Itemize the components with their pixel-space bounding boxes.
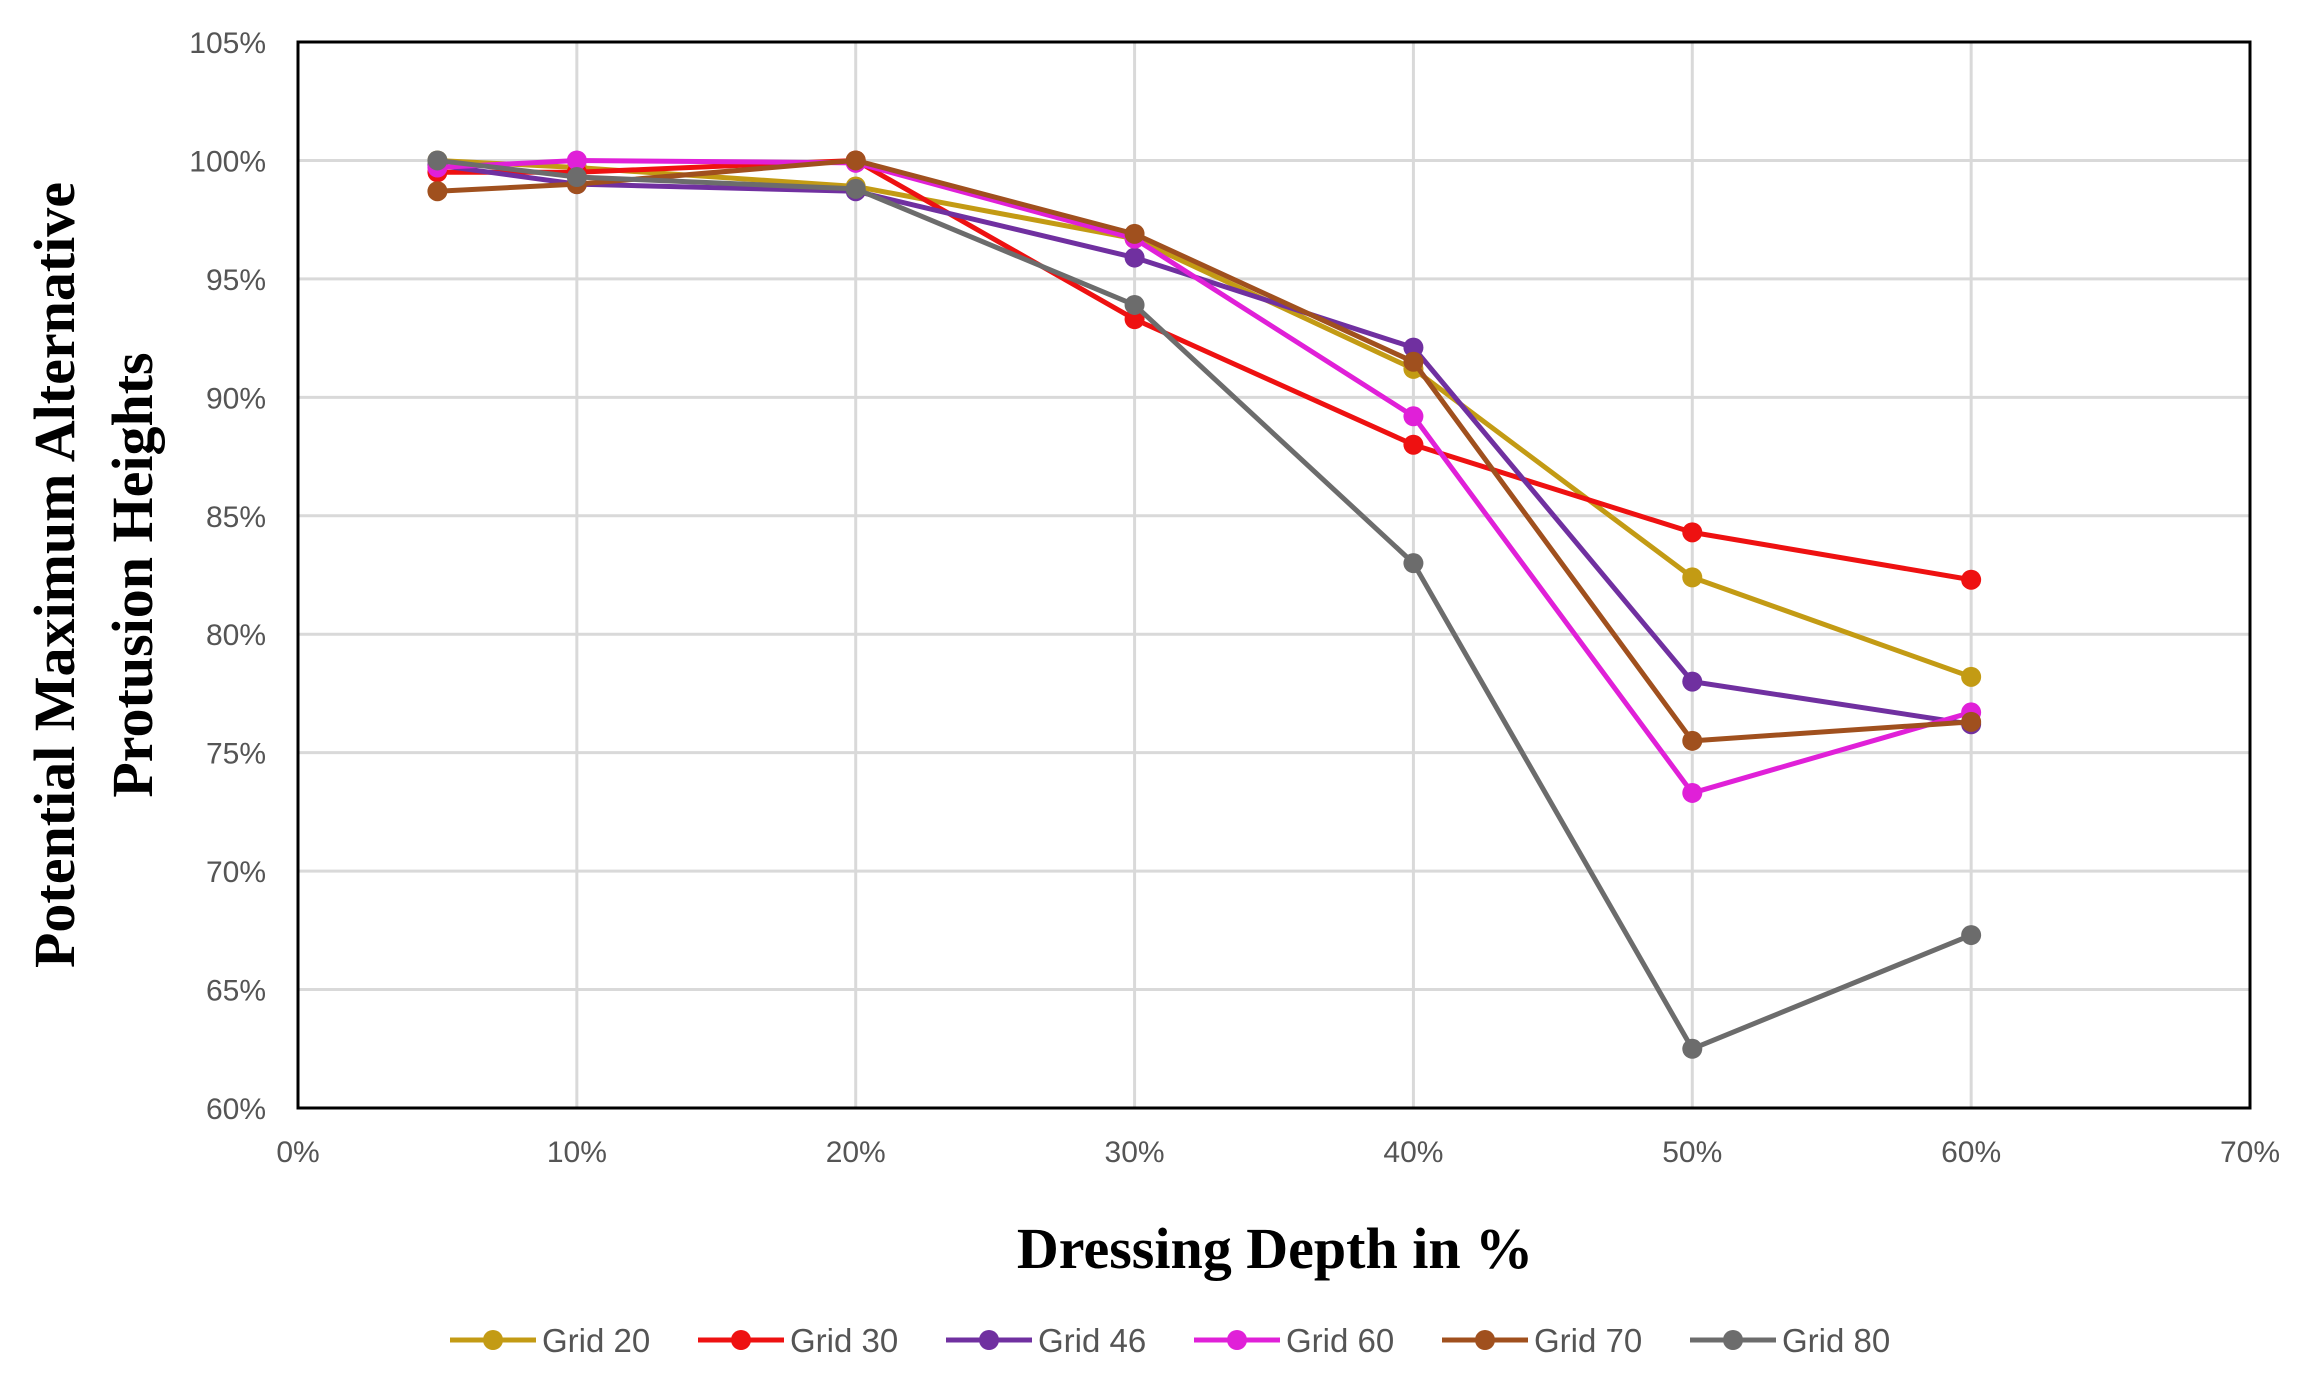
legend-item-grid-60: Grid 60	[1194, 1322, 1394, 1359]
data-point-grid-80	[1124, 294, 1145, 315]
series-grid-80	[427, 150, 1982, 1059]
data-point-grid-46	[1403, 337, 1424, 358]
y-tick-label: 85%	[206, 501, 266, 534]
y-tick-label: 105%	[189, 27, 266, 60]
x-axis-title: Dressing Depth in %	[1017, 1216, 1533, 1281]
data-point-grid-70	[1403, 351, 1424, 372]
legend-marker	[1723, 1330, 1743, 1350]
data-point-grid-80	[566, 167, 587, 188]
y-tick-label: 75%	[206, 738, 266, 771]
legend-item-grid-46: Grid 46	[946, 1322, 1146, 1359]
y-tick-label: 100%	[189, 145, 266, 178]
legend-marker	[979, 1330, 999, 1350]
legend-label: Grid 46	[1038, 1322, 1146, 1359]
legend-label: Grid 60	[1286, 1322, 1394, 1359]
legend-label: Grid 20	[542, 1322, 650, 1359]
data-point-grid-70	[845, 150, 866, 171]
x-tick-label: 20%	[826, 1136, 886, 1169]
tick-labels: 60% 65% 70% 75% 80% 85% 90% 95% 100% 105% 0% 10% 20%…	[189, 27, 2280, 1169]
data-point-grid-30	[1961, 569, 1982, 590]
legend-label: Grid 80	[1782, 1322, 1890, 1359]
y-tick-label: 90%	[206, 382, 266, 415]
data-point-grid-60	[566, 150, 587, 171]
data-point-grid-80	[1403, 553, 1424, 574]
legend-item-grid-70: Grid 70	[1442, 1322, 1642, 1359]
x-tick-label: 40%	[1383, 1136, 1443, 1169]
plot-area-frame	[296, 40, 2252, 1110]
y-axis-title-line-2: Protusion Heights	[100, 352, 165, 797]
y-tick-label: 65%	[206, 975, 266, 1008]
x-tick-label: 0%	[276, 1136, 319, 1169]
legend-item-grid-30: Grid 30	[698, 1322, 898, 1359]
data-point-grid-60	[1682, 782, 1703, 803]
x-tick-label: 10%	[547, 1136, 607, 1169]
legend-marker	[731, 1330, 751, 1350]
x-tick-label: 50%	[1662, 1136, 1722, 1169]
y-axis-title-line-1: Potential Maximum Alternative	[22, 182, 87, 968]
x-tick-label: 30%	[1105, 1136, 1165, 1169]
legend-label: Grid 70	[1534, 1322, 1642, 1359]
legend-marker	[483, 1330, 503, 1350]
data-point-grid-20	[1682, 567, 1703, 588]
data-point-grid-70	[1124, 223, 1145, 244]
data-point-grid-70	[1682, 730, 1703, 751]
legend-marker	[1227, 1330, 1247, 1350]
data-point-grid-46	[1124, 247, 1145, 268]
data-point-grid-70	[427, 181, 448, 202]
x-tick-label: 70%	[2220, 1136, 2280, 1169]
data-point-grid-30	[1124, 309, 1145, 330]
legend: Grid 20 Grid 30 Grid 46 Grid 60 Grid 70 Grid …	[450, 1322, 1890, 1359]
y-tick-label: 60%	[206, 1093, 266, 1126]
data-point-grid-30	[1682, 522, 1703, 543]
data-point-grid-20	[1961, 666, 1982, 687]
y-tick-label: 95%	[206, 264, 266, 297]
y-axis-title: Potential Maximum Alternative Protusion …	[22, 182, 165, 968]
data-point-grid-30	[1403, 434, 1424, 455]
data-point-grid-80	[845, 178, 866, 199]
data-point-grid-80	[427, 150, 448, 171]
data-point-grid-70	[1961, 711, 1982, 732]
legend-item-grid-20: Grid 20	[450, 1322, 650, 1359]
data-point-grid-60	[1403, 406, 1424, 427]
series-group	[427, 150, 1982, 1059]
y-tick-label: 70%	[206, 856, 266, 889]
legend-marker	[1475, 1330, 1495, 1350]
data-point-grid-80	[1961, 925, 1982, 946]
data-point-grid-80	[1682, 1038, 1703, 1059]
x-tick-label: 60%	[1941, 1136, 2001, 1169]
y-tick-label: 80%	[206, 619, 266, 652]
legend-label: Grid 30	[790, 1322, 898, 1359]
legend-item-grid-80: Grid 80	[1690, 1322, 1890, 1359]
data-point-grid-46	[1682, 671, 1703, 692]
